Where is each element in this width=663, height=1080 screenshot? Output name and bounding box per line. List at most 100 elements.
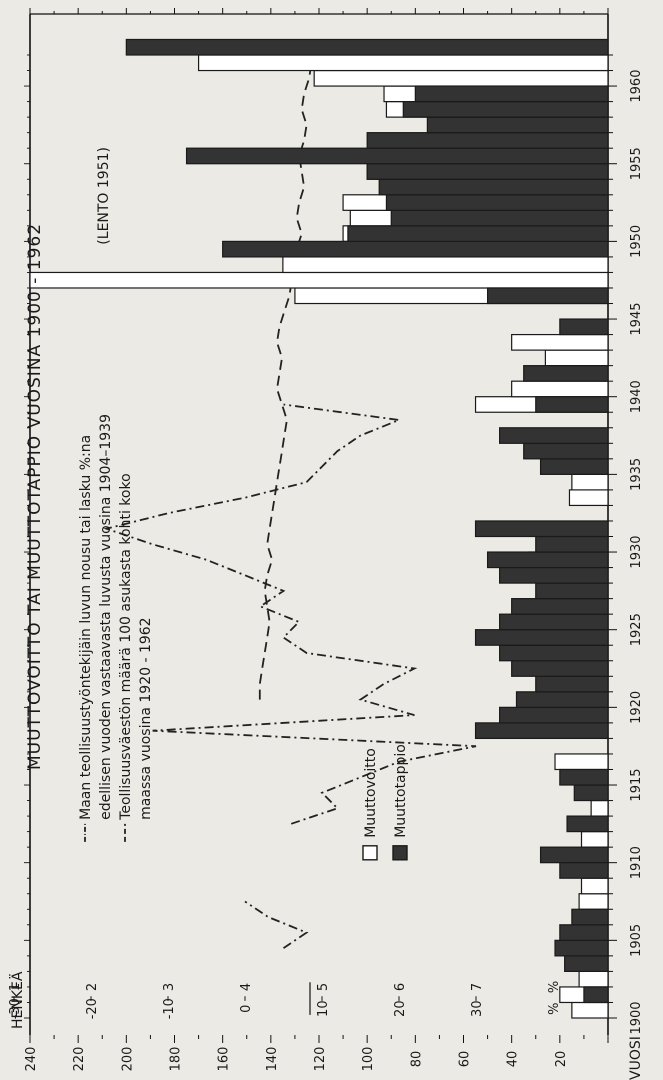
bar-muuttovoitto bbox=[511, 380, 609, 398]
inset-pct-label: 10 bbox=[316, 1000, 331, 1017]
bar-muuttotappio bbox=[523, 442, 609, 460]
bar-muuttotappio bbox=[535, 582, 609, 600]
year-tick-label: 1900 bbox=[629, 1001, 644, 1034]
year-tick-label: 1930 bbox=[629, 535, 644, 568]
labels: 1900 1905 1910 1915 1920 1925 1930 1935 1940 1945… bbox=[8, 70, 644, 1080]
bar-muuttotappio bbox=[571, 908, 609, 926]
inset-koko-heading: % bbox=[547, 981, 562, 993]
bar-muuttotappio bbox=[499, 706, 609, 724]
annotation-lento: (LENTO 1951) bbox=[96, 147, 112, 245]
year-tick-label: 1955 bbox=[629, 147, 644, 180]
year-tick-label: 1945 bbox=[629, 303, 644, 336]
bar-muuttotappio bbox=[573, 784, 609, 802]
value-tick-label: 160 bbox=[217, 1047, 232, 1072]
bar-muuttovoitto bbox=[282, 256, 609, 274]
trend-lines bbox=[103, 47, 477, 949]
bar-muuttovoitto bbox=[571, 473, 609, 491]
year-tick-label: 1905 bbox=[629, 924, 644, 957]
bar-muuttotappio bbox=[523, 365, 609, 382]
bar-muuttotappio bbox=[559, 768, 609, 786]
inset-koko-label: 4 bbox=[239, 983, 254, 991]
legend-line-label: Maan teollisuustyöntekijäin luvun nousu … bbox=[78, 435, 94, 820]
inset-koko-label: 7 bbox=[470, 983, 485, 991]
bar-muuttotappio bbox=[390, 209, 609, 227]
bar-muuttotappio bbox=[511, 660, 609, 677]
bar-muuttotappio bbox=[566, 815, 609, 833]
bar-muuttotappio bbox=[426, 116, 609, 134]
bar-muuttotappio bbox=[378, 178, 609, 196]
inset-axis: 30 7 20 6 10 5 0 4 -10 3 -20 2 -30 1%% bbox=[8, 981, 562, 1020]
legend-bar-label: Muuttotappio bbox=[393, 744, 409, 838]
bar-muuttotappio bbox=[499, 644, 609, 662]
bar-muuttotappio bbox=[554, 939, 609, 957]
value-tick-label: 240 bbox=[24, 1047, 39, 1072]
inset-pct-heading: % bbox=[547, 1003, 562, 1015]
inset-koko-label: 1 bbox=[8, 983, 23, 991]
year-tick-label: 1925 bbox=[629, 613, 644, 646]
bar-muuttotappio bbox=[535, 675, 609, 693]
year-tick-label: 1915 bbox=[629, 768, 644, 801]
bar-muuttovoitto bbox=[554, 753, 609, 771]
bar-muuttovoitto bbox=[197, 54, 609, 72]
bar-muuttovoitto bbox=[580, 831, 609, 848]
bar-muuttotappio bbox=[499, 427, 609, 444]
bar-muuttovoitto bbox=[29, 271, 609, 289]
inset-koko-label: 2 bbox=[85, 983, 100, 991]
inset-pct-label: -20 bbox=[85, 998, 100, 1019]
xlabel: VUOSI bbox=[628, 1036, 644, 1080]
inset-pct-label: -30 bbox=[8, 998, 23, 1019]
year-tick-label: 1940 bbox=[629, 380, 644, 413]
value-tick-label: 180 bbox=[169, 1047, 184, 1072]
bar-muuttotappio bbox=[539, 458, 609, 475]
year-tick-label: 1950 bbox=[629, 225, 644, 258]
bar-muuttotappio bbox=[486, 287, 609, 305]
bar-muuttotappio bbox=[511, 598, 609, 615]
value-tick-label: 40 bbox=[506, 1051, 521, 1068]
bar-muuttotappio bbox=[185, 147, 609, 165]
bar-muuttotappio bbox=[414, 85, 609, 103]
ylabel: HENKEÄ bbox=[8, 971, 26, 1029]
bar-muuttovoitto bbox=[313, 69, 609, 87]
inset-koko-label: 3 bbox=[162, 983, 177, 991]
inset-koko-label: 6 bbox=[393, 983, 408, 991]
bar-muuttovoitto bbox=[580, 877, 609, 895]
value-tick-label: 80 bbox=[409, 1051, 424, 1068]
legend-line-label: Teollisuusväestön määrä 100 asukasta koh… bbox=[118, 473, 134, 820]
legend-line-label: maassa vuosina 1920 - 1962 bbox=[138, 617, 154, 819]
inset-pct-label: 20 bbox=[393, 1000, 408, 1017]
value-tick-label: 140 bbox=[265, 1047, 280, 1072]
bar-muuttotappio bbox=[347, 225, 609, 242]
year-tick-label: 1920 bbox=[629, 691, 644, 724]
year-tick-label: 1935 bbox=[629, 458, 644, 491]
bars bbox=[29, 38, 609, 1019]
bar-muuttotappio bbox=[564, 955, 609, 973]
bar-muuttotappio bbox=[535, 396, 609, 413]
value-tick-label: 60 bbox=[458, 1051, 473, 1068]
bar-muuttotappio bbox=[515, 691, 609, 708]
bar-muuttovoitto bbox=[571, 1001, 609, 1019]
bar-muuttotappio bbox=[499, 613, 609, 631]
bar-muuttotappio bbox=[222, 240, 609, 258]
value-tick-label: 120 bbox=[313, 1047, 328, 1072]
chart-title: MUUTTOVOITTO TAI MUUTTOTAPPIO VUOSINA 19… bbox=[25, 223, 45, 770]
inset-pct-label: -10 bbox=[162, 998, 177, 1019]
bar-muuttotappio bbox=[539, 846, 609, 864]
value-tick-label: 200 bbox=[120, 1047, 135, 1072]
legend-line-label: edellisen vuoden vastaavasta luvusta vuo… bbox=[98, 414, 114, 820]
bar-muuttovoitto bbox=[590, 799, 609, 817]
bar-muuttotappio bbox=[535, 535, 609, 553]
value-tick-label: 100 bbox=[361, 1047, 376, 1072]
bar-muuttovoitto bbox=[511, 333, 609, 351]
bar-muuttovoitto bbox=[578, 893, 609, 910]
bar-muuttotappio bbox=[474, 629, 609, 646]
bar-muuttotappio bbox=[583, 986, 609, 1004]
year-tick-label: 1910 bbox=[629, 846, 644, 879]
legend-bar-label: Muuttovoitto bbox=[363, 748, 379, 838]
legend-swatch bbox=[362, 845, 378, 861]
line-industrial-workers bbox=[103, 403, 477, 949]
inset-pct-label: 30 bbox=[470, 1000, 485, 1017]
legend-swatch bbox=[392, 845, 408, 861]
bar-muuttotappio bbox=[402, 100, 609, 118]
